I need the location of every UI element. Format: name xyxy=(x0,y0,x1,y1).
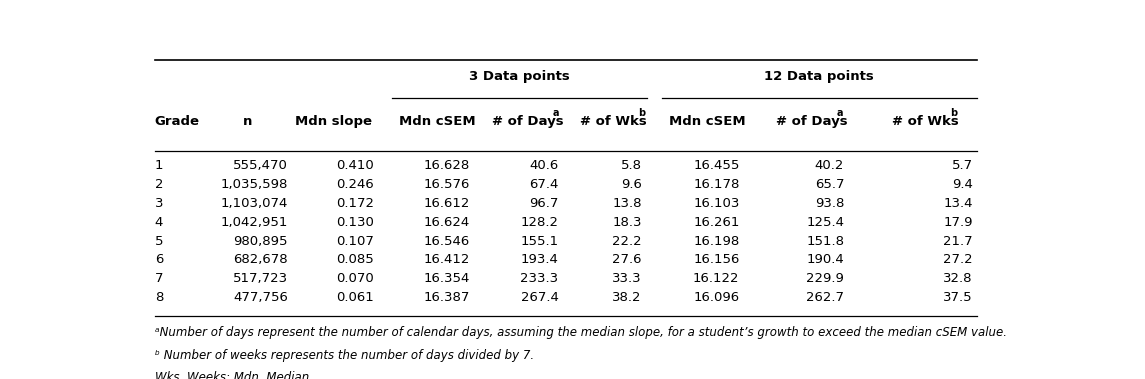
Text: Mdn slope: Mdn slope xyxy=(295,115,372,128)
Text: ᵇ Number of weeks represents the number of days divided by 7.: ᵇ Number of weeks represents the number … xyxy=(155,349,534,362)
Text: 0.172: 0.172 xyxy=(335,197,373,210)
Text: 16.103: 16.103 xyxy=(693,197,740,210)
Text: 7: 7 xyxy=(155,273,163,285)
Text: 3: 3 xyxy=(155,197,163,210)
Text: 262.7: 262.7 xyxy=(806,291,844,304)
Text: 0.085: 0.085 xyxy=(337,254,373,266)
Text: 16.546: 16.546 xyxy=(424,235,469,247)
Text: 151.8: 151.8 xyxy=(806,235,844,247)
Text: 517,723: 517,723 xyxy=(232,273,287,285)
Text: 190.4: 190.4 xyxy=(806,254,844,266)
Text: 233.3: 233.3 xyxy=(520,273,559,285)
Text: 13.8: 13.8 xyxy=(613,197,642,210)
Text: 16.354: 16.354 xyxy=(424,273,469,285)
Text: 16.412: 16.412 xyxy=(424,254,469,266)
Text: 22.2: 22.2 xyxy=(613,235,642,247)
Text: 267.4: 267.4 xyxy=(521,291,559,304)
Text: 5.7: 5.7 xyxy=(951,159,973,172)
Text: 128.2: 128.2 xyxy=(521,216,559,229)
Text: 4: 4 xyxy=(155,216,163,229)
Text: ᵃNumber of days represent the number of calendar days, assuming the median slope: ᵃNumber of days represent the number of … xyxy=(155,326,1006,339)
Text: a: a xyxy=(553,108,560,117)
Text: 12 Data points: 12 Data points xyxy=(765,70,874,83)
Text: 0.410: 0.410 xyxy=(337,159,373,172)
Text: Mdn cSEM: Mdn cSEM xyxy=(669,115,745,128)
Text: a: a xyxy=(837,108,844,117)
Text: n: n xyxy=(243,115,252,128)
Text: b: b xyxy=(638,108,646,117)
Text: 0.130: 0.130 xyxy=(335,216,373,229)
Text: # of Days: # of Days xyxy=(776,115,848,128)
Text: 16.261: 16.261 xyxy=(693,216,740,229)
Text: 16.628: 16.628 xyxy=(424,159,469,172)
Text: 16.576: 16.576 xyxy=(424,178,469,191)
Text: 9.4: 9.4 xyxy=(951,178,973,191)
Text: # of Days: # of Days xyxy=(492,115,564,128)
Text: 155.1: 155.1 xyxy=(520,235,559,247)
Text: 18.3: 18.3 xyxy=(613,216,642,229)
Text: 33.3: 33.3 xyxy=(613,273,642,285)
Text: 3 Data points: 3 Data points xyxy=(469,70,570,83)
Text: 193.4: 193.4 xyxy=(521,254,559,266)
Text: Grade: Grade xyxy=(155,115,199,128)
Text: 27.2: 27.2 xyxy=(943,254,973,266)
Text: 67.4: 67.4 xyxy=(529,178,559,191)
Text: 5.8: 5.8 xyxy=(621,159,642,172)
Text: 16.387: 16.387 xyxy=(424,291,469,304)
Text: 0.107: 0.107 xyxy=(335,235,373,247)
Text: 1,035,598: 1,035,598 xyxy=(220,178,287,191)
Text: 9.6: 9.6 xyxy=(621,178,642,191)
Text: 38.2: 38.2 xyxy=(613,291,642,304)
Text: 8: 8 xyxy=(155,291,163,304)
Text: 16.455: 16.455 xyxy=(693,159,740,172)
Text: 16.156: 16.156 xyxy=(693,254,740,266)
Text: 16.178: 16.178 xyxy=(693,178,740,191)
Text: 16.624: 16.624 xyxy=(424,216,469,229)
Text: 16.096: 16.096 xyxy=(694,291,740,304)
Text: 17.9: 17.9 xyxy=(943,216,973,229)
Text: 40.6: 40.6 xyxy=(529,159,559,172)
Text: 21.7: 21.7 xyxy=(943,235,973,247)
Text: 125.4: 125.4 xyxy=(806,216,844,229)
Text: Wks, Weeks; Mdn, Median.: Wks, Weeks; Mdn, Median. xyxy=(155,371,313,379)
Text: 2: 2 xyxy=(155,178,163,191)
Text: 0.246: 0.246 xyxy=(337,178,373,191)
Text: 93.8: 93.8 xyxy=(815,197,844,210)
Text: 6: 6 xyxy=(155,254,163,266)
Text: 477,756: 477,756 xyxy=(232,291,287,304)
Text: 555,470: 555,470 xyxy=(232,159,287,172)
Text: 1,042,951: 1,042,951 xyxy=(220,216,287,229)
Text: 27.6: 27.6 xyxy=(613,254,642,266)
Text: # of Wks: # of Wks xyxy=(581,115,647,128)
Text: # of Wks: # of Wks xyxy=(892,115,958,128)
Text: 16.122: 16.122 xyxy=(693,273,740,285)
Text: 1: 1 xyxy=(155,159,163,172)
Text: 65.7: 65.7 xyxy=(814,178,844,191)
Text: b: b xyxy=(950,108,957,117)
Text: 96.7: 96.7 xyxy=(529,197,559,210)
Text: 16.612: 16.612 xyxy=(424,197,469,210)
Text: 980,895: 980,895 xyxy=(234,235,287,247)
Text: 5: 5 xyxy=(155,235,163,247)
Text: 16.198: 16.198 xyxy=(693,235,740,247)
Text: 0.061: 0.061 xyxy=(337,291,373,304)
Text: 32.8: 32.8 xyxy=(943,273,973,285)
Text: 1,103,074: 1,103,074 xyxy=(220,197,287,210)
Text: 40.2: 40.2 xyxy=(815,159,844,172)
Text: 13.4: 13.4 xyxy=(943,197,973,210)
Text: Mdn cSEM: Mdn cSEM xyxy=(398,115,475,128)
Text: 37.5: 37.5 xyxy=(943,291,973,304)
Text: 682,678: 682,678 xyxy=(234,254,287,266)
Text: 0.070: 0.070 xyxy=(337,273,373,285)
Text: 229.9: 229.9 xyxy=(806,273,844,285)
